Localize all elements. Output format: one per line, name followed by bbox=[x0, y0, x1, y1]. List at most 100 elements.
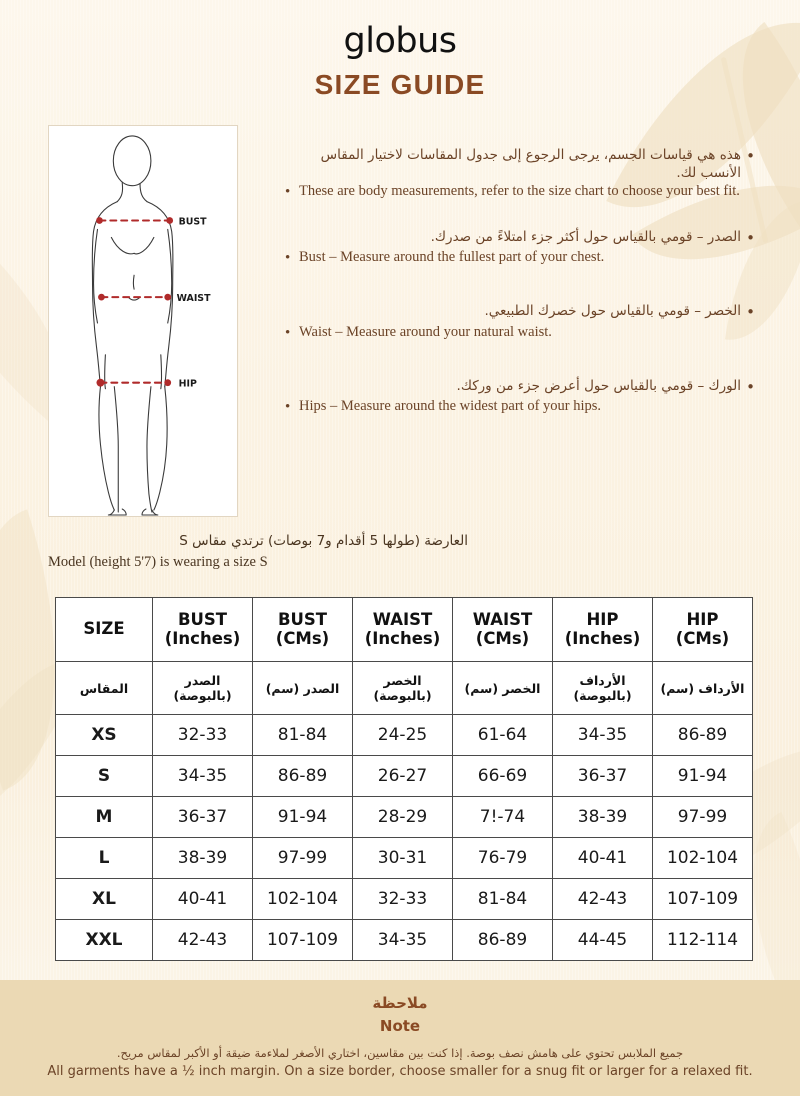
cell-hip-cm: 102-104 bbox=[652, 837, 753, 879]
table-row: S 34-35 86-89 26-27 66-69 36-37 91-94 bbox=[55, 755, 753, 797]
cell-bust-cm: 81-84 bbox=[252, 714, 353, 756]
cell-waist-cm: 86-89 bbox=[452, 919, 553, 961]
cell-waist-cm: 61-64 bbox=[452, 714, 553, 756]
cell-hip-cm: 97-99 bbox=[652, 796, 753, 838]
cell-waist-in: 34-35 bbox=[352, 919, 453, 961]
col-header-hip-inches: HIP (Inches) bbox=[552, 597, 653, 662]
page-header: globus SIZE GUIDE bbox=[0, 24, 800, 99]
waist-marker-label: WAIST bbox=[177, 293, 211, 304]
instruction-text: الخصر – قومي بالقياس حول خصرك الطبيعي. bbox=[484, 303, 741, 320]
page-title: SIZE GUIDE bbox=[314, 69, 486, 100]
table-row: XS 32-33 81-84 24-25 61-64 34-35 86-89 bbox=[55, 714, 753, 756]
body-measurement-illustration: BUST WAIST HIP bbox=[48, 125, 238, 517]
col-header-waist-inches: WAIST (Inches) bbox=[352, 597, 453, 662]
cell-bust-cm: 91-94 bbox=[252, 796, 353, 838]
note-title-arabic: ملاحظة bbox=[372, 994, 428, 1012]
table-row: XL 40-41 102-104 32-33 81-84 42-43 107-109 bbox=[55, 878, 753, 920]
instruction-english: • These are body measurements, refer to … bbox=[285, 182, 755, 202]
table-row: XXL 42-43 107-109 34-35 86-89 44-45 112-114 bbox=[55, 919, 753, 961]
measurement-instructions: • هذه هي قياسات الجسم، يرجى الرجوع إلى ج… bbox=[285, 146, 755, 431]
table-row: M 36-37 91-94 28-29 7!-74 38-39 97-99 bbox=[55, 796, 753, 838]
note-section: ملاحظة Note جميع الملابس تحتوي على هامش … bbox=[0, 980, 800, 1096]
cell-size: XXL bbox=[55, 919, 153, 961]
cell-waist-in: 28-29 bbox=[352, 796, 453, 838]
instruction-group-general: • هذه هي قياسات الجسم، يرجى الرجوع إلى ج… bbox=[285, 146, 755, 202]
instruction-group-bust: • الصدر – قومي بالقياس حول أكثر جزء امتل… bbox=[285, 228, 755, 268]
col-header-waist-cms-ar: الخصر (سم) bbox=[452, 661, 553, 715]
cell-size: L bbox=[55, 837, 153, 879]
model-caption-english: Model (height 5'7) is wearing a size S bbox=[48, 553, 268, 570]
instruction-group-hips: • الورك – قومي بالقياس حول أعرض جزء من و… bbox=[285, 377, 755, 417]
instruction-text: الصدر – قومي بالقياس حول أكثر جزء امتلاء… bbox=[430, 229, 741, 246]
instruction-text: These are body measurements, refer to th… bbox=[299, 183, 740, 200]
size-chart-table: SIZE BUST (Inches) BUST (CMs) WAIST (Inc… bbox=[55, 597, 753, 961]
cell-hip-in: 36-37 bbox=[552, 755, 653, 797]
cell-bust-in: 34-35 bbox=[152, 755, 253, 797]
col-header-waist-cms: WAIST (CMs) bbox=[452, 597, 553, 662]
size-chart-body: XS 32-33 81-84 24-25 61-64 34-35 86-89 S 34-35 86… bbox=[55, 714, 753, 961]
instruction-text: Hips – Measure around the widest part of… bbox=[299, 397, 602, 414]
cell-waist-cm: 81-84 bbox=[452, 878, 553, 920]
cell-bust-cm: 102-104 bbox=[252, 878, 353, 920]
cell-waist-in: 32-33 bbox=[352, 878, 453, 920]
col-header-bust-cms: BUST (CMs) bbox=[252, 597, 353, 662]
col-header-bust-cms-ar: الصدر (سم) bbox=[252, 661, 353, 715]
cell-hip-in: 44-45 bbox=[552, 919, 653, 961]
instruction-text: الورك – قومي بالقياس حول أعرض جزء من ورك… bbox=[456, 377, 741, 394]
instruction-english: • Waist – Measure around your natural wa… bbox=[285, 323, 755, 343]
brand-logo: globus bbox=[343, 21, 458, 61]
col-header-bust-inches-ar: الصدر (بالبوصة) bbox=[152, 661, 253, 715]
cell-bust-in: 36-37 bbox=[152, 796, 253, 838]
cell-waist-in: 26-27 bbox=[352, 755, 453, 797]
cell-bust-cm: 86-89 bbox=[252, 755, 353, 797]
table-header-row-english: SIZE BUST (Inches) BUST (CMs) WAIST (Inc… bbox=[55, 597, 753, 662]
cell-hip-in: 34-35 bbox=[552, 714, 653, 756]
bullet-dot-icon: • bbox=[746, 229, 755, 248]
instruction-text: Waist – Measure around your natural wais… bbox=[299, 323, 552, 340]
bullet-dot-icon: • bbox=[746, 303, 755, 322]
cell-bust-in: 42-43 bbox=[152, 919, 253, 961]
model-caption-arabic: العارضة (طولها 5 أقدام و7 بوصات) ترتدي م… bbox=[179, 533, 468, 549]
bullet-dot-icon: • bbox=[285, 250, 291, 267]
cell-hip-cm: 112-114 bbox=[652, 919, 753, 961]
bust-marker-label: BUST bbox=[179, 216, 208, 227]
bullet-dot-icon: • bbox=[746, 377, 755, 396]
col-header-hip-cms-ar: الأرداف (سم) bbox=[652, 661, 753, 715]
bullet-dot-icon: • bbox=[746, 147, 755, 165]
instruction-group-waist: • الخصر – قومي بالقياس حول خصرك الطبيعي.… bbox=[285, 302, 755, 342]
cell-size: M bbox=[55, 796, 153, 838]
cell-waist-cm: 76-79 bbox=[452, 837, 553, 879]
col-header-waist-inches-ar: الخصر (بالبوصة) bbox=[352, 661, 453, 715]
instruction-arabic: • الخصر – قومي بالقياس حول خصرك الطبيعي. bbox=[285, 302, 755, 322]
cell-hip-in: 40-41 bbox=[552, 837, 653, 879]
table-row: L 38-39 97-99 30-31 76-79 40-41 102-104 bbox=[55, 837, 753, 879]
cell-bust-in: 40-41 bbox=[152, 878, 253, 920]
instruction-arabic: • الصدر – قومي بالقياس حول أكثر جزء امتل… bbox=[285, 228, 755, 248]
bullet-dot-icon: • bbox=[285, 184, 291, 201]
col-header-size: SIZE bbox=[55, 597, 153, 662]
cell-hip-in: 42-43 bbox=[552, 878, 653, 920]
note-title-english: Note bbox=[379, 1017, 421, 1035]
cell-bust-in: 38-39 bbox=[152, 837, 253, 879]
cell-hip-cm: 91-94 bbox=[652, 755, 753, 797]
instruction-text: Bust – Measure around the fullest part o… bbox=[299, 249, 605, 266]
cell-bust-cm: 107-109 bbox=[252, 919, 353, 961]
cell-size: XL bbox=[55, 878, 153, 920]
hip-marker-label: HIP bbox=[179, 379, 197, 390]
cell-hip-cm: 107-109 bbox=[652, 878, 753, 920]
cell-size: S bbox=[55, 755, 153, 797]
instruction-english: • Bust – Measure around the fullest part… bbox=[285, 248, 755, 268]
cell-hip-cm: 86-89 bbox=[652, 714, 753, 756]
cell-size: XS bbox=[55, 714, 153, 756]
model-caption: العارضة (طولها 5 أقدام و7 بوصات) ترتدي م… bbox=[48, 532, 468, 573]
note-body-english: All garments have a ½ inch margin. On a … bbox=[47, 1064, 753, 1079]
instruction-arabic: • هذه هي قياسات الجسم، يرجى الرجوع إلى ج… bbox=[285, 146, 755, 182]
bullet-dot-icon: • bbox=[285, 324, 291, 341]
cell-waist-in: 30-31 bbox=[352, 837, 453, 879]
instruction-english: • Hips – Measure around the widest part … bbox=[285, 397, 755, 417]
cell-bust-in: 32-33 bbox=[152, 714, 253, 756]
bullet-dot-icon: • bbox=[285, 398, 291, 415]
table-header-row-arabic: المقاس الصدر (بالبوصة) الصدر (سم) الخصر … bbox=[55, 661, 753, 715]
cell-waist-cm: 66-69 bbox=[452, 755, 553, 797]
female-figure-diagram: BUST WAIST HIP bbox=[91, 135, 211, 516]
